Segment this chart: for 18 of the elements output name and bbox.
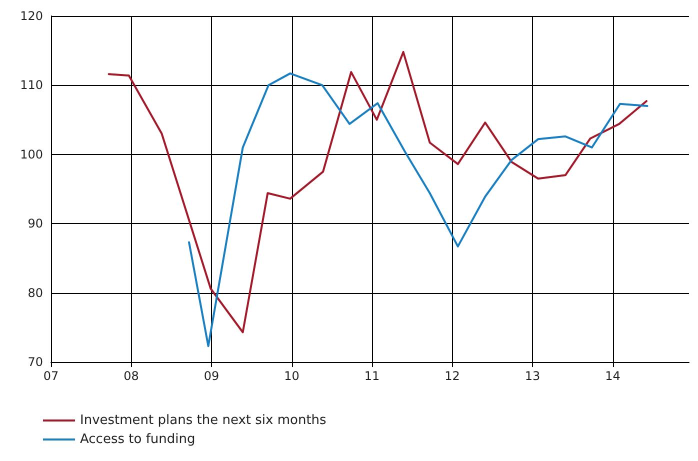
x-tick-label: 08 xyxy=(124,369,139,383)
y-tick-label: 70 xyxy=(28,355,43,369)
x-tick-label: 11 xyxy=(364,369,380,383)
legend-label: Investment plans the next six months xyxy=(80,413,327,428)
y-tick-label: 80 xyxy=(28,286,43,300)
line-series xyxy=(108,50,648,334)
x-tick-label: 13 xyxy=(524,369,540,383)
x-tick-label: 09 xyxy=(204,369,220,383)
y-tick-label: 120 xyxy=(20,9,43,23)
x-tick-label: 07 xyxy=(43,369,59,383)
y-tick-label: 100 xyxy=(20,147,43,162)
x-tick-label: 12 xyxy=(444,369,460,383)
x-tick-label: 14 xyxy=(605,369,620,383)
y-tick-label: 110 xyxy=(20,78,43,92)
x-tick-label: 10 xyxy=(284,369,300,383)
legend-label: Access to funding xyxy=(80,432,196,447)
line-series xyxy=(188,72,648,348)
y-tick-label: 90 xyxy=(28,216,43,231)
